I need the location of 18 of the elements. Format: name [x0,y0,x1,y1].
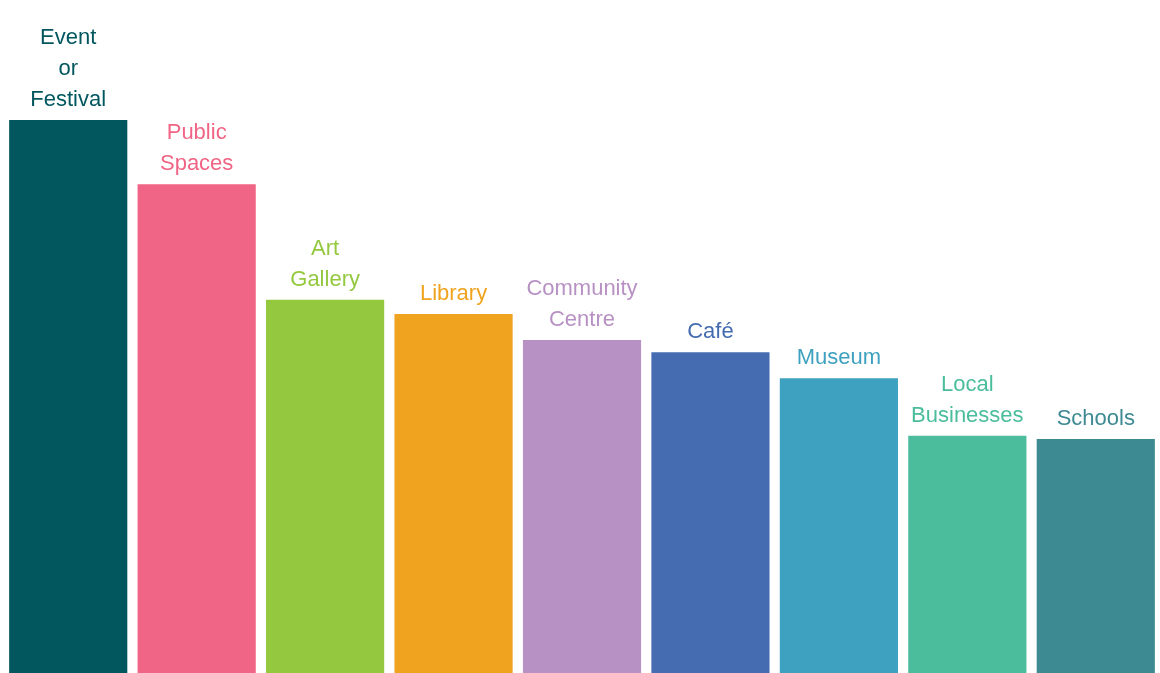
bar [522,340,642,673]
bar [1036,439,1155,673]
bar [9,120,128,673]
bar [908,435,1027,673]
x-tick-label: Local Businesses [911,370,1024,427]
x-tick-label: Museum [796,344,882,370]
x-tick-label: Public Spaces [159,119,234,176]
bar [651,352,770,673]
bar [394,314,513,673]
x-tick-label: Community Centre [526,275,638,332]
bar [266,299,385,673]
bar [779,378,898,673]
bar [137,184,256,673]
x-tick-label: Art Gallery [290,234,360,291]
x-tick-label: Library [419,280,488,306]
x-tick-label: Schools [1056,405,1135,431]
x-tick-label: Café [687,318,734,344]
x-tick-label: Event or Festival [30,24,107,111]
